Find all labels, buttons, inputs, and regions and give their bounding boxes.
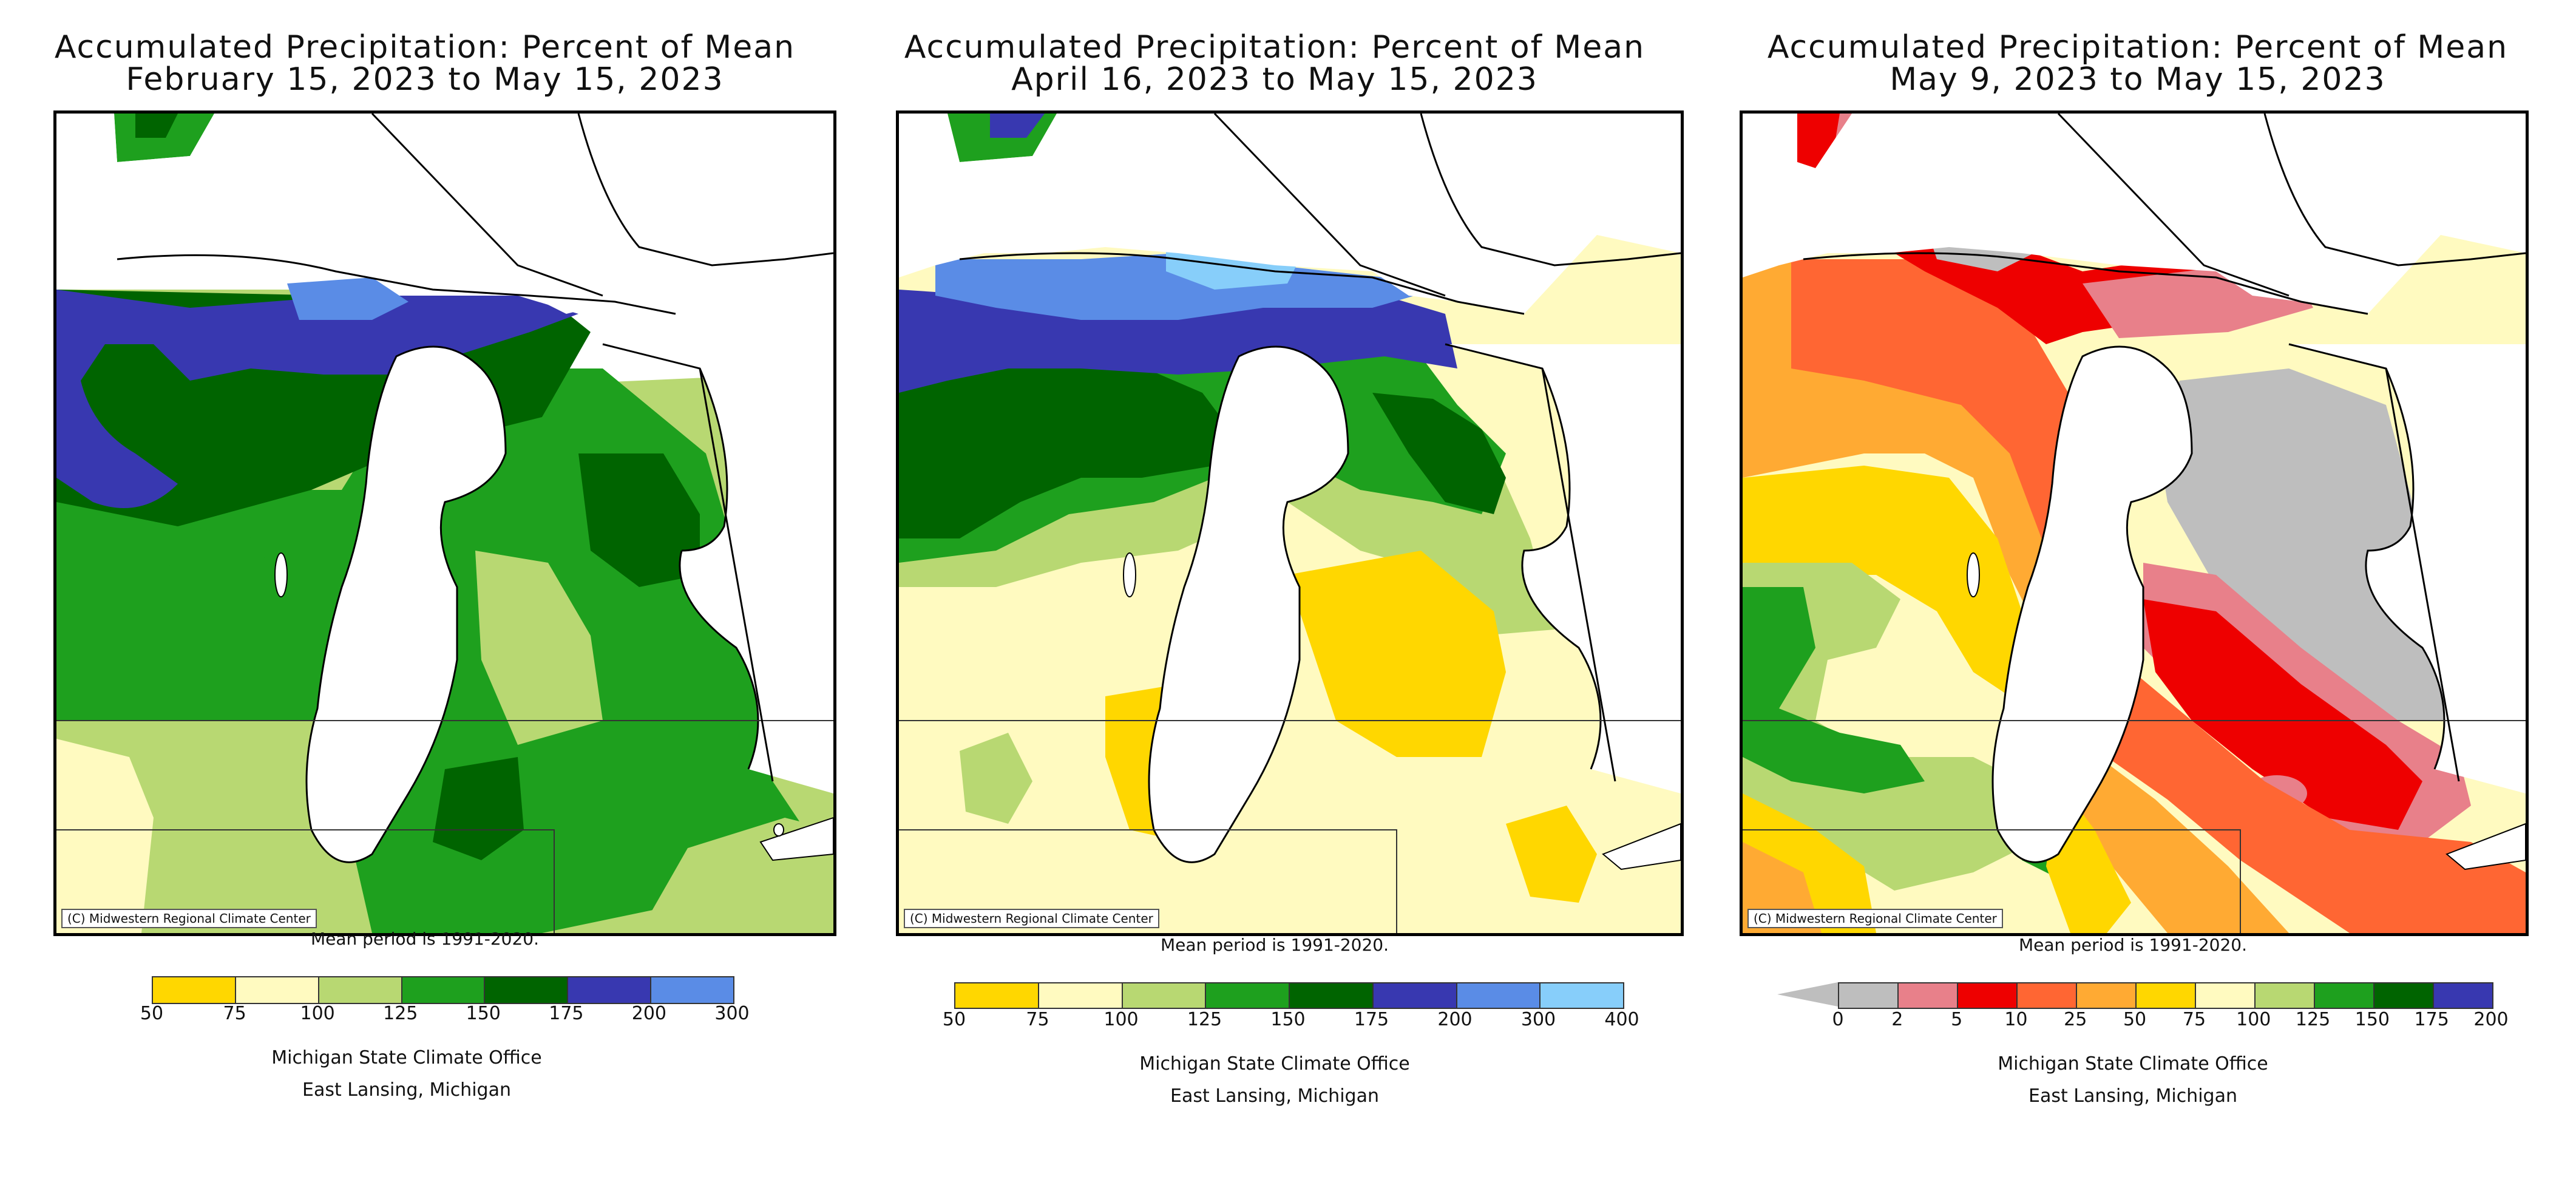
legend-swatch bbox=[2137, 983, 2196, 1008]
legend-swatch bbox=[2434, 983, 2492, 1008]
legend-tick: 300 bbox=[1520, 1009, 1556, 1030]
legend-tick: 50 bbox=[2123, 1009, 2147, 1030]
legend-tick: 50 bbox=[942, 1009, 966, 1030]
legend-swatch bbox=[485, 977, 569, 1003]
legend-swatch bbox=[1899, 983, 1958, 1008]
panel-title: Accumulated Precipitation: Percent of Me… bbox=[904, 29, 1646, 66]
legend-ticks: 50 75 100 125 150 175 200 300 bbox=[140, 1003, 750, 1027]
legend-tick: 50 bbox=[140, 1003, 164, 1024]
legend-swatch bbox=[2077, 983, 2137, 1008]
legend-swatch bbox=[1039, 983, 1123, 1008]
office-name: Michigan State Climate Office bbox=[1139, 1053, 1410, 1075]
office-location: East Lansing, Michigan bbox=[1170, 1085, 1379, 1107]
legend-tick: 125 bbox=[383, 1003, 418, 1024]
mean-period-note: Mean period is 1991-2020. bbox=[1160, 935, 1389, 955]
map-graphic bbox=[1743, 114, 2526, 933]
map-graphic bbox=[56, 114, 833, 933]
color-legend bbox=[152, 976, 734, 1004]
legend-swatch bbox=[2018, 983, 2077, 1008]
legend-swatch bbox=[2374, 983, 2434, 1008]
map-panel-1: Accumulated Precipitation: Percent of Me… bbox=[0, 0, 850, 1185]
precip-map: (C) Midwestern Regional Climate Center bbox=[53, 110, 836, 936]
legend-tick: 175 bbox=[2414, 1009, 2449, 1030]
office-location: East Lansing, Michigan bbox=[302, 1079, 511, 1101]
legend-swatch bbox=[319, 977, 402, 1003]
legend-tick: 175 bbox=[549, 1003, 584, 1024]
panel-title: Accumulated Precipitation: Percent of Me… bbox=[54, 29, 796, 66]
color-legend bbox=[1838, 982, 2493, 1009]
map-graphic bbox=[899, 114, 1681, 933]
color-legend bbox=[954, 982, 1624, 1009]
legend-tick: 100 bbox=[2236, 1009, 2271, 1030]
office-name: Michigan State Climate Office bbox=[1998, 1053, 2268, 1075]
legend-swatch bbox=[955, 983, 1039, 1008]
panel-title: Accumulated Precipitation: Percent of Me… bbox=[1767, 29, 2509, 66]
map-credit: (C) Midwestern Regional Climate Center bbox=[1747, 909, 2003, 928]
legend-ticks: 50 75 100 125 150 175 200 300 400 bbox=[943, 1009, 1639, 1033]
legend-tick: 100 bbox=[1103, 1009, 1139, 1030]
legend-tick: 75 bbox=[223, 1003, 246, 1024]
office-location: East Lansing, Michigan bbox=[2029, 1085, 2237, 1107]
legend-tick: 125 bbox=[1187, 1009, 1222, 1030]
mean-period-note: Mean period is 1991-2020. bbox=[310, 929, 540, 949]
legend-tick: 0 bbox=[1832, 1009, 1844, 1030]
legend-tick: 150 bbox=[2354, 1009, 2390, 1030]
panel-date-range: May 9, 2023 to May 15, 2023 bbox=[1890, 61, 2386, 98]
legend-tick: 150 bbox=[466, 1003, 501, 1024]
legend-swatch bbox=[2256, 983, 2315, 1008]
panel-date-range: February 15, 2023 to May 15, 2023 bbox=[126, 61, 724, 98]
legend-swatch bbox=[568, 977, 652, 1003]
legend-swatch bbox=[2315, 983, 2374, 1008]
legend-below-range-arrow bbox=[1777, 982, 1838, 1007]
legend-swatch bbox=[236, 977, 319, 1003]
legend-tick: 2 bbox=[1891, 1009, 1903, 1030]
legend-tick: 200 bbox=[1437, 1009, 1473, 1030]
legend-swatch bbox=[1206, 983, 1290, 1008]
legend-swatch bbox=[1122, 983, 1207, 1008]
legend-swatch bbox=[651, 977, 734, 1003]
legend-swatch bbox=[1290, 983, 1374, 1008]
office-name: Michigan State Climate Office bbox=[271, 1047, 542, 1068]
legend-swatch bbox=[153, 977, 236, 1003]
legend-tick: 400 bbox=[1604, 1009, 1639, 1030]
legend-tick: 175 bbox=[1354, 1009, 1389, 1030]
map-credit: (C) Midwestern Regional Climate Center bbox=[61, 909, 317, 928]
legend-swatch bbox=[2196, 983, 2256, 1008]
legend-tick: 75 bbox=[2182, 1009, 2206, 1030]
map-panel-3: Accumulated Precipitation: Percent of Me… bbox=[1700, 0, 2576, 1185]
legend-swatch bbox=[1541, 983, 1623, 1008]
legend-tick: 10 bbox=[2004, 1009, 2028, 1030]
legend-tick: 75 bbox=[1026, 1009, 1049, 1030]
map-credit: (C) Midwestern Regional Climate Center bbox=[904, 909, 1159, 928]
panel-date-range: April 16, 2023 to May 15, 2023 bbox=[1011, 61, 1538, 98]
legend-ticks: 0 2 5 10 25 50 75 100 125 150 175 200 bbox=[1832, 1009, 2508, 1033]
map-panel-2: Accumulated Precipitation: Percent of Me… bbox=[850, 0, 1700, 1185]
legend-swatch bbox=[1958, 983, 2018, 1008]
legend-tick: 100 bbox=[300, 1003, 335, 1024]
legend-tick: 200 bbox=[2473, 1009, 2509, 1030]
legend-tick: 25 bbox=[2064, 1009, 2087, 1030]
legend-swatch bbox=[1373, 983, 1457, 1008]
legend-swatch bbox=[1839, 983, 1899, 1008]
mean-period-note: Mean period is 1991-2020. bbox=[2018, 935, 2248, 955]
precip-map: (C) Midwestern Regional Climate Center bbox=[896, 110, 1684, 936]
legend-tick: 5 bbox=[1951, 1009, 1963, 1030]
legend-tick: 200 bbox=[631, 1003, 667, 1024]
legend-tick: 125 bbox=[2295, 1009, 2331, 1030]
legend-tick: 150 bbox=[1270, 1009, 1306, 1030]
legend-swatch bbox=[402, 977, 486, 1003]
legend-swatch bbox=[1457, 983, 1541, 1008]
precip-map: (C) Midwestern Regional Climate Center bbox=[1740, 110, 2529, 936]
legend-tick: 300 bbox=[714, 1003, 750, 1024]
